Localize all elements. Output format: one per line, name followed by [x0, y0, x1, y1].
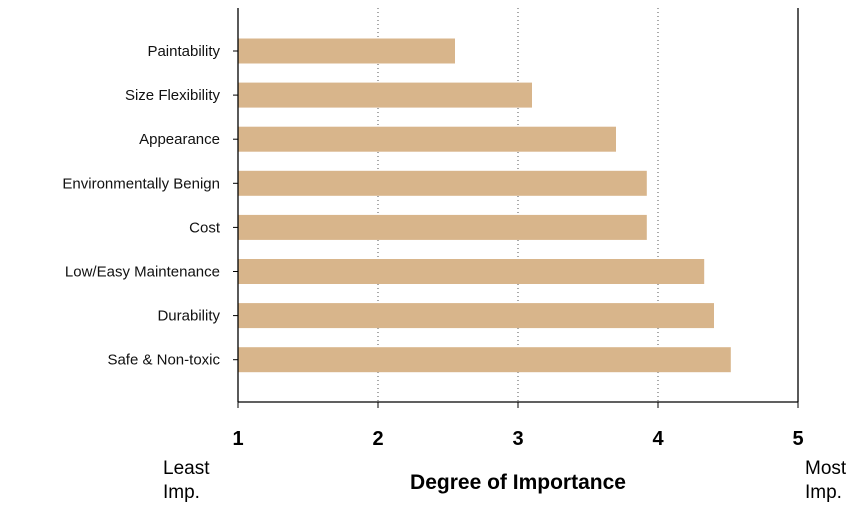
category-labels: Paintability Size Flexibility Appearance En…	[62, 43, 238, 369]
bar	[238, 170, 647, 196]
bar	[238, 347, 731, 373]
category-label: Safe & Non-toxic	[107, 352, 220, 369]
category-label: Durability	[157, 308, 220, 325]
x-axis-label-most: Most	[805, 458, 847, 479]
bar	[238, 214, 647, 240]
gridlines	[377, 8, 659, 402]
x-axis-label-least-imp: Imp.	[163, 482, 200, 503]
bar	[238, 82, 532, 108]
bar	[238, 38, 455, 64]
bar	[238, 126, 616, 152]
x-axis-label-least: Least	[163, 458, 210, 479]
x-tick-label: 1	[232, 428, 243, 450]
x-tick-label: 4	[652, 428, 664, 450]
category-label: Appearance	[139, 131, 220, 148]
bar	[238, 259, 705, 284]
x-tick-labels: 1 2 3 4 5	[232, 402, 804, 450]
x-tick-label: 2	[372, 428, 383, 450]
category-label: Cost	[189, 219, 221, 236]
category-label: Environmentally Benign	[62, 175, 220, 192]
x-tick-label: 3	[512, 428, 523, 450]
x-tick-label: 5	[792, 428, 803, 450]
bar	[238, 303, 714, 329]
bars	[238, 38, 731, 373]
x-axis-label-most-imp: Imp.	[805, 482, 842, 503]
category-label: Low/Easy Maintenance	[65, 264, 220, 281]
category-label: Paintability	[147, 43, 220, 60]
category-label: Size Flexibility	[125, 87, 221, 104]
x-axis-title: Degree of Importance	[410, 471, 626, 494]
